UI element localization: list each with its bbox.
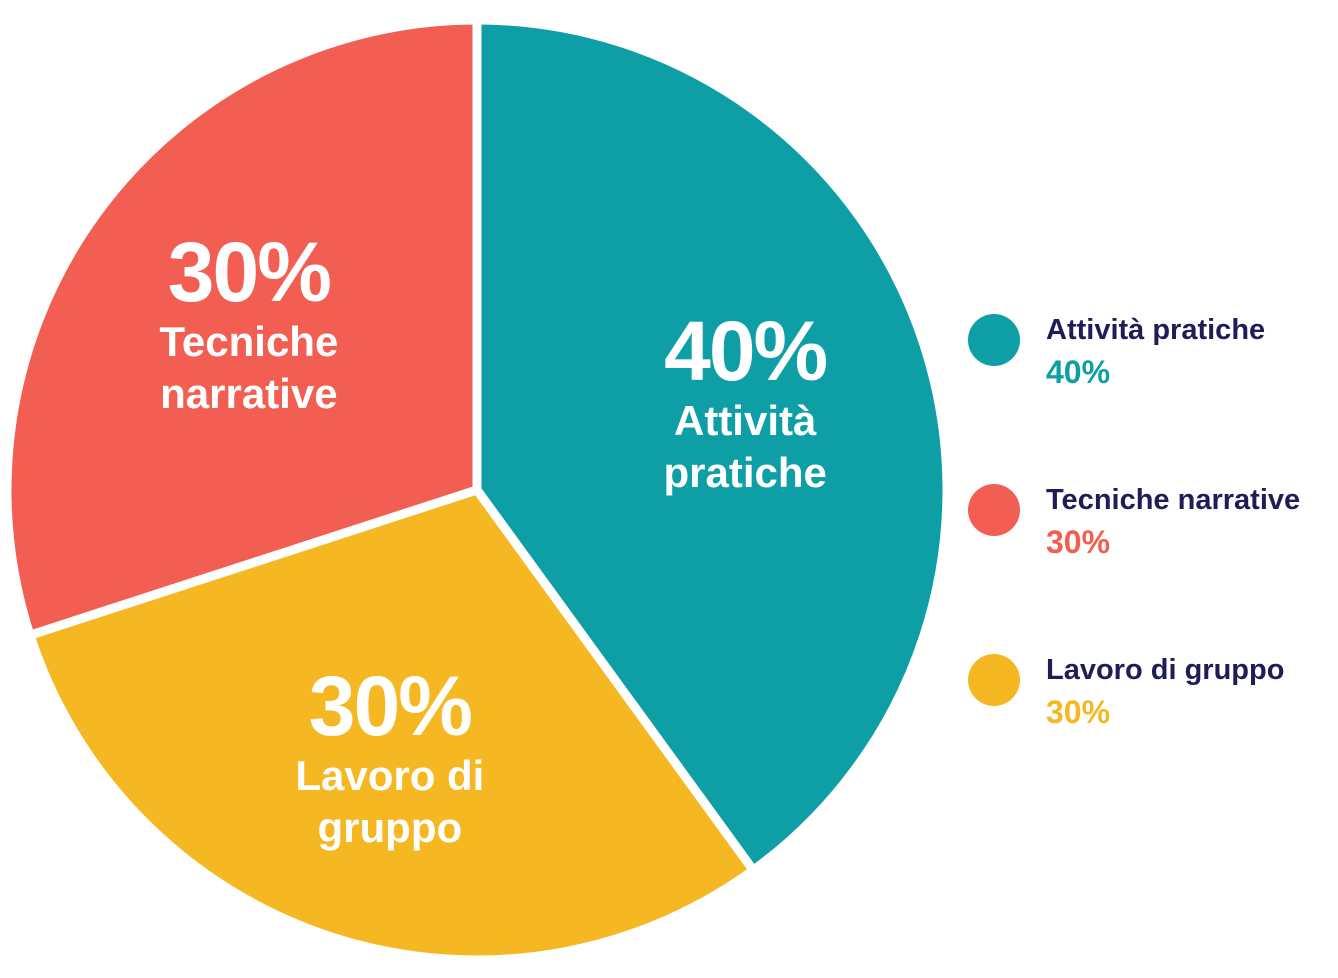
legend-value: 40% [1046,354,1111,390]
pie-slice [2,15,482,640]
legend-swatch [968,654,1020,706]
slice-percent: 40% [664,303,828,398]
legend-swatch [968,484,1020,536]
legend-value: 30% [1046,524,1111,560]
slice-label: 30% Tecniche narrative [129,228,369,420]
legend-label: Attività pratiche [1046,314,1266,346]
slice-name: Attività pratiche [663,396,827,496]
legend-value: 30% [1046,694,1111,730]
legend-swatch [968,314,1020,366]
slice-percent: 30% [167,225,332,320]
slice-label: 40% Attività pratiche [625,307,865,499]
slice-name: Lavoro di gruppo [295,752,485,852]
pie-slice [25,485,758,965]
slice-percent: 30% [308,659,473,754]
slice-name: Tecniche narrative [159,318,339,418]
pie-slice [472,15,952,875]
legend-label: Tecniche narrative [1046,484,1301,516]
slice-label: 30% Lavoro di gruppo [270,662,510,854]
legend-label: Lavoro di gruppo [1046,654,1285,686]
